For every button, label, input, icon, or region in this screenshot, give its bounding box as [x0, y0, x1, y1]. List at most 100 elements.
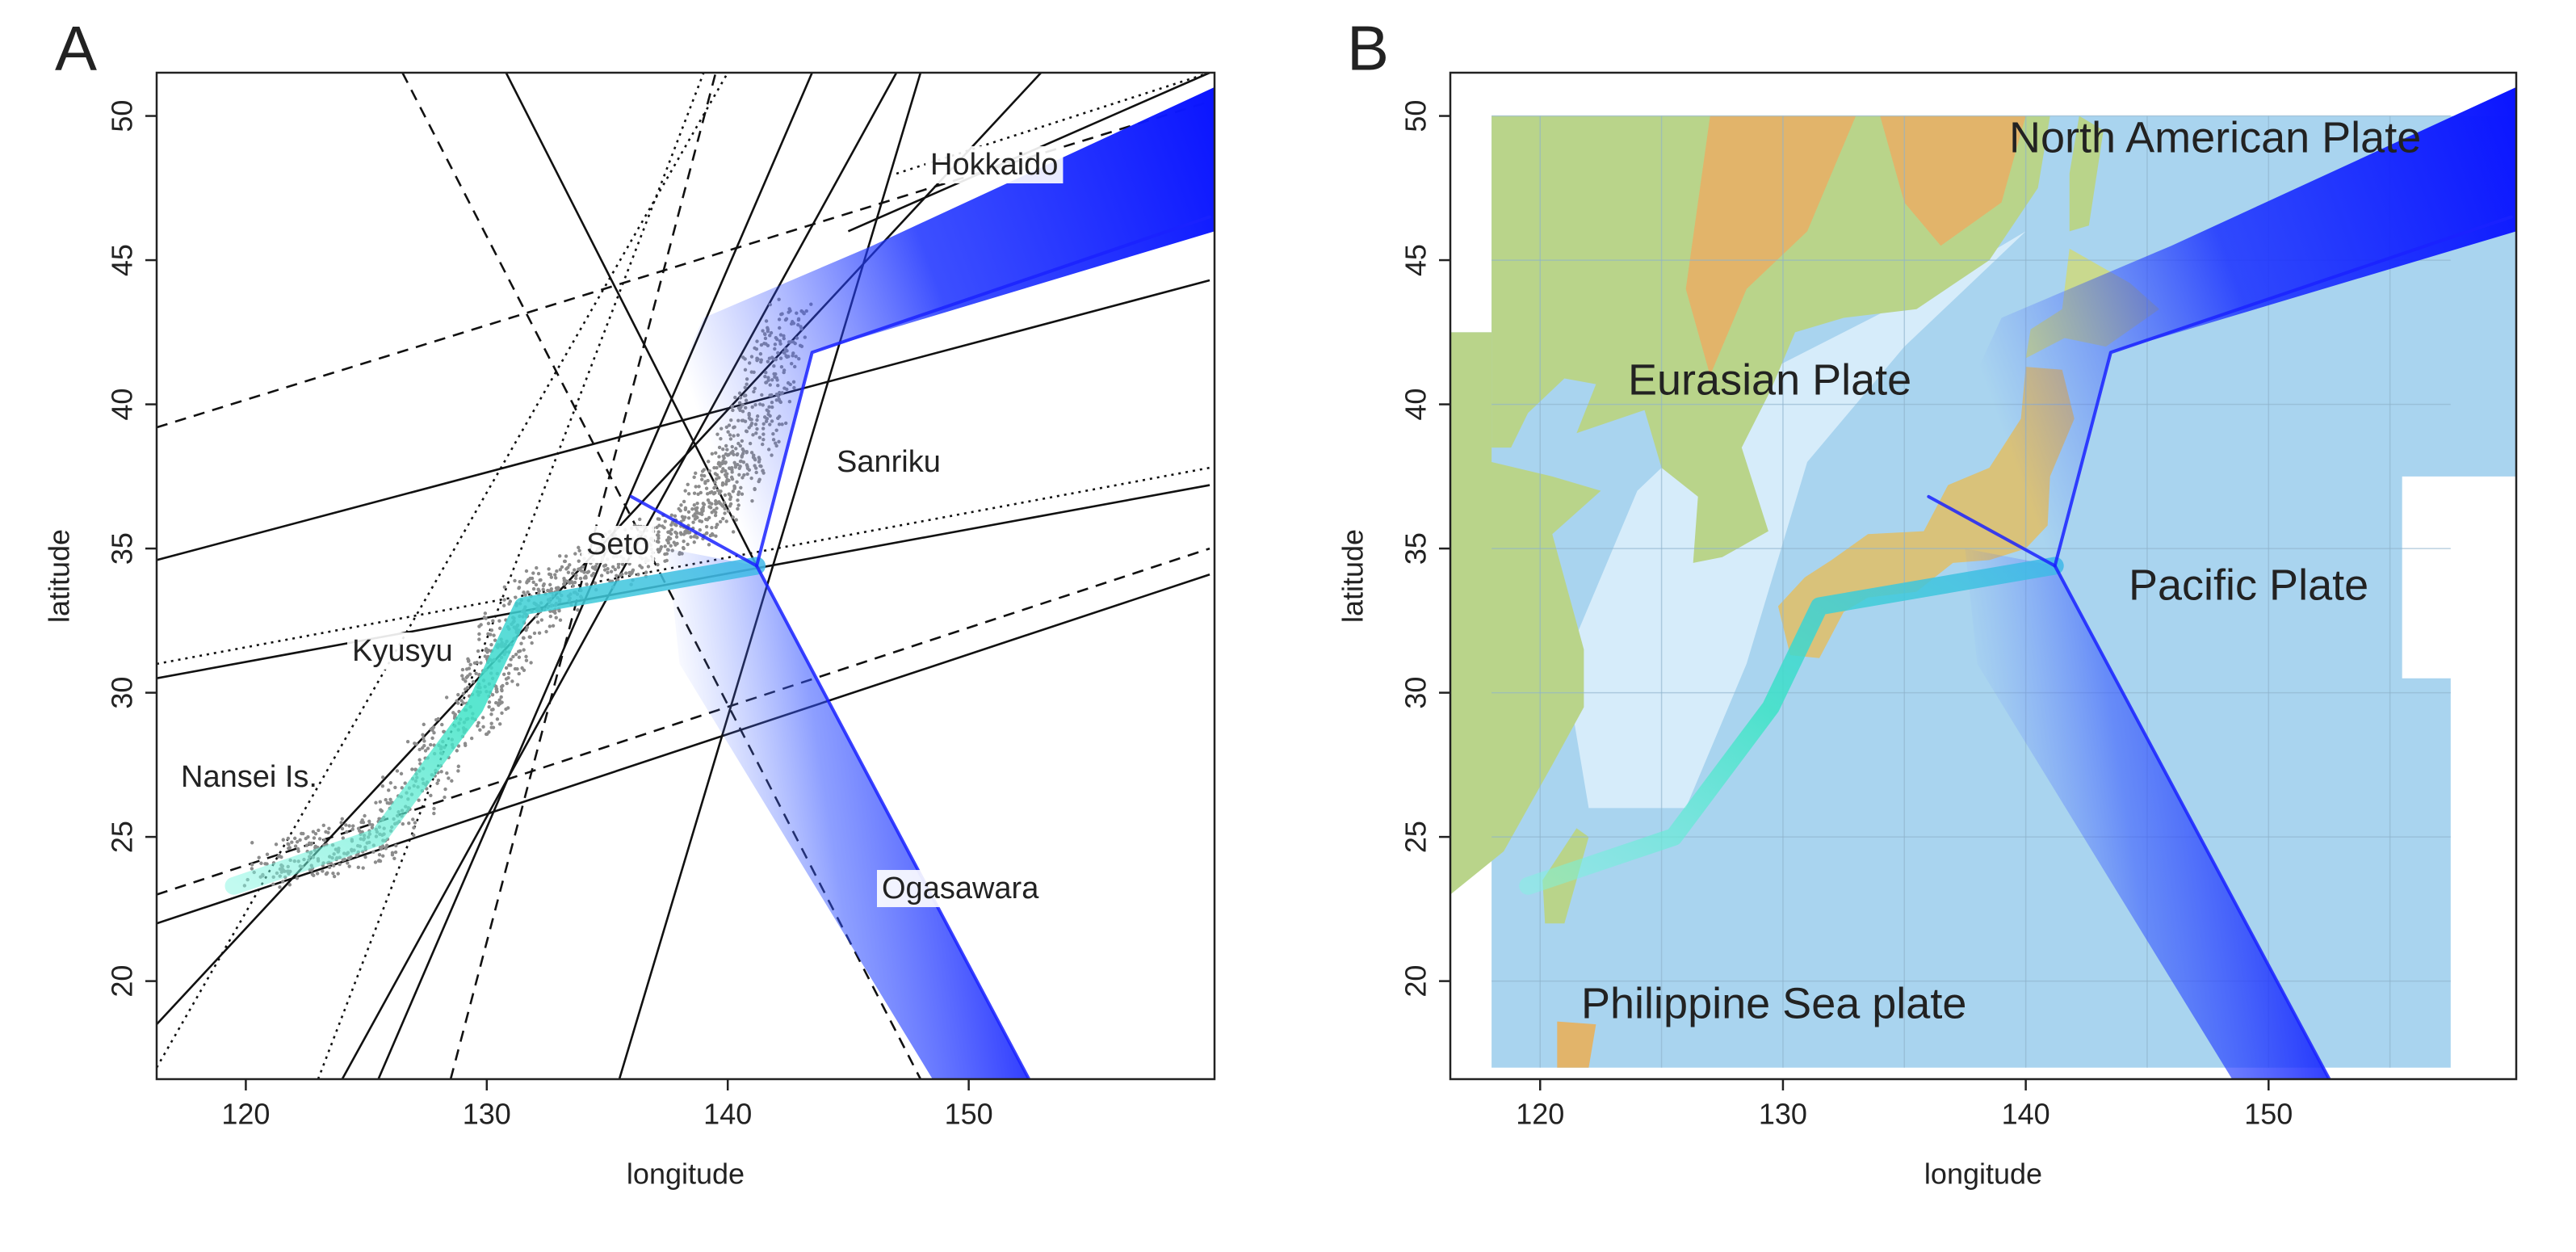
seismic-dot: [485, 650, 489, 654]
seismic-dot: [506, 676, 510, 680]
seismic-dot: [707, 543, 711, 547]
seismic-dot: [455, 699, 459, 704]
seismic-dot: [436, 716, 440, 721]
seismic-dot: [571, 584, 575, 588]
x-tick-label: 120: [221, 1098, 270, 1131]
seismic-dot: [497, 626, 502, 631]
seismic-dot: [483, 611, 488, 615]
seismic-dot: [380, 784, 385, 788]
seismic-dot: [669, 544, 673, 548]
seismic-dot: [468, 672, 472, 676]
seismic-dot: [336, 872, 340, 876]
x-tick-label: 130: [463, 1098, 511, 1131]
seismic-dot: [566, 570, 571, 574]
seismic-dot: [388, 781, 393, 785]
plate-zone: [667, 548, 1030, 1079]
seismic-dot: [447, 776, 451, 780]
seismic-dot: [359, 820, 363, 825]
seismic-dot: [464, 679, 468, 683]
seismic-dot: [257, 855, 261, 859]
seismic-dot: [295, 876, 300, 880]
seismic-dot: [370, 826, 375, 830]
seismic-dot: [500, 687, 504, 691]
seismic-dot: [610, 565, 615, 569]
seismic-dot: [577, 567, 581, 571]
seismic-dot: [456, 764, 461, 768]
annotation: Sanriku: [837, 445, 941, 479]
seismic-dot: [539, 578, 543, 582]
seismic-dot: [308, 842, 313, 847]
y-axis-title: latitude: [1336, 529, 1370, 623]
y-tick-label: 30: [1399, 677, 1433, 709]
seismic-dot: [564, 579, 568, 583]
seismic-dot: [410, 767, 414, 771]
seismic-dot: [530, 641, 534, 645]
seismic-dot: [691, 520, 695, 524]
seismic-dot: [656, 562, 660, 567]
seismic-dot: [544, 629, 548, 634]
seismic-dot: [655, 525, 659, 530]
seismic-dot: [326, 830, 330, 835]
seismic-dot: [479, 661, 483, 665]
seismic-dot: [560, 565, 564, 569]
land: [2069, 116, 2104, 232]
seismic-dot: [682, 539, 686, 544]
seismic-dot: [581, 565, 585, 569]
seismic-dot: [497, 703, 501, 708]
seismic-dot: [265, 852, 270, 856]
annotation: Nansei Is.: [181, 760, 317, 794]
seismic-dot: [460, 667, 465, 672]
seismic-dot: [646, 565, 651, 569]
seismic-dot: [463, 742, 468, 746]
seismic-dot: [311, 830, 316, 834]
seismic-dot: [286, 836, 291, 841]
seismic-dot: [674, 535, 679, 539]
seismic-dot: [476, 721, 480, 725]
seismic-dot: [429, 727, 434, 731]
seismic-dot: [573, 552, 577, 556]
seismic-dot: [518, 649, 522, 653]
seismic-dot: [451, 711, 455, 715]
seismic-dot: [395, 769, 400, 773]
shelf: [1564, 231, 2026, 809]
seismic-dot: [499, 685, 504, 689]
seismic-dot: [432, 731, 436, 735]
seismic-dot: [505, 681, 509, 686]
seismic-dot: [423, 749, 428, 753]
seismic-dot: [259, 861, 263, 865]
y-tick-label: 30: [106, 677, 139, 709]
seismic-dot: [553, 573, 557, 577]
seismic-dot: [400, 786, 404, 790]
seismic-dot: [325, 872, 329, 876]
seismic-dot: [547, 572, 552, 576]
seismic-dot: [510, 679, 514, 683]
seismic-dot: [531, 571, 535, 575]
seismic-dot: [675, 541, 679, 546]
seismic-dot: [573, 576, 578, 581]
seismic-dot: [535, 620, 540, 624]
seismic-dot: [384, 843, 389, 847]
seismic-dot: [480, 716, 485, 720]
seismic-dot: [577, 545, 581, 550]
annotation: Eurasian Plate: [1628, 355, 1911, 404]
seismic-dot: [616, 565, 621, 569]
seismic-dot: [585, 582, 589, 586]
seismic-dot: [345, 830, 349, 834]
annotation-bg: [347, 632, 458, 670]
seismic-dot: [456, 692, 460, 697]
seismic-dot: [515, 683, 520, 687]
seismic-dot: [394, 843, 398, 848]
seismic-dot: [606, 566, 610, 571]
seismic-dot: [378, 800, 382, 804]
seismic-dot: [274, 842, 279, 847]
annotation: Philippine Sea plate: [1581, 979, 1966, 1027]
seismic-dot: [492, 633, 496, 637]
seismic-dot: [500, 711, 504, 716]
seismic-dot: [606, 570, 610, 575]
seismic-dot: [705, 531, 709, 536]
seismic-dot: [504, 666, 509, 670]
seismic-dot: [479, 623, 483, 627]
seismic-dot: [644, 570, 648, 574]
seismic-dot: [388, 797, 392, 801]
seismic-dot: [684, 531, 688, 535]
